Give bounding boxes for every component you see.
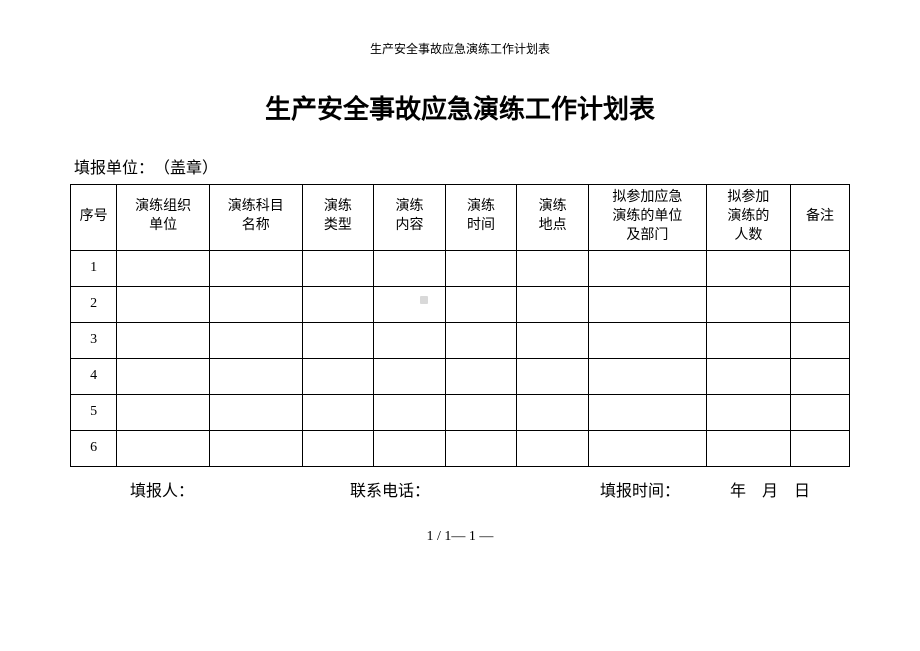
table-cell [374, 358, 446, 394]
table-header-cell: 演练内容 [374, 185, 446, 251]
table-cell [706, 250, 790, 286]
table-cell [209, 322, 302, 358]
table-cell [209, 286, 302, 322]
table-cell [791, 430, 850, 466]
footer-line: 填报人： 联系电话： 填报时间： 年 月 日 [70, 477, 850, 501]
table-cell [588, 358, 706, 394]
table-cell [588, 322, 706, 358]
header-small-title: 生产安全事故应急演练工作计划表 [70, 40, 850, 57]
table-cell [791, 286, 850, 322]
table-cell [791, 358, 850, 394]
table-header-cell: 演练组织单位 [117, 185, 210, 251]
footer-time: 填报时间： [600, 477, 730, 501]
table-cell [445, 430, 517, 466]
plan-table: 序号演练组织单位演练科目名称演练类型演练内容演练时间演练地点拟参加应急演练的单位… [70, 184, 850, 467]
footer-reporter: 填报人： [130, 477, 350, 501]
table-row: 3 [71, 322, 850, 358]
table-cell: 3 [71, 322, 117, 358]
table-cell: 5 [71, 394, 117, 430]
table-cell [445, 286, 517, 322]
table-header-cell: 演练类型 [302, 185, 374, 251]
table-cell [117, 358, 210, 394]
table-cell [706, 322, 790, 358]
table-cell [117, 286, 210, 322]
table-cell [302, 286, 374, 322]
table-cell [302, 322, 374, 358]
table-cell [588, 430, 706, 466]
table-row: 6 [71, 430, 850, 466]
table-cell [117, 430, 210, 466]
table-header-cell: 序号 [71, 185, 117, 251]
page-number: 1 / 1— 1 — [70, 529, 850, 545]
table-cell [445, 322, 517, 358]
table-header-cell: 备注 [791, 185, 850, 251]
unit-line: 填报单位： （盖章） [70, 154, 850, 178]
table-row: 2 [71, 286, 850, 322]
table-cell: 1 [71, 250, 117, 286]
table-cell [517, 394, 589, 430]
table-cell [791, 394, 850, 430]
page-title: 生产安全事故应急演练工作计划表 [70, 89, 850, 126]
table-cell: 4 [71, 358, 117, 394]
table-cell [588, 394, 706, 430]
table-cell [445, 250, 517, 286]
table-cell [517, 358, 589, 394]
table-cell: 2 [71, 286, 117, 322]
table-header-cell: 拟参加应急演练的单位及部门 [588, 185, 706, 251]
table-cell [117, 250, 210, 286]
table-cell [517, 250, 589, 286]
table-row: 5 [71, 394, 850, 430]
table-cell [209, 430, 302, 466]
table-header-cell: 演练科目名称 [209, 185, 302, 251]
table-cell [706, 358, 790, 394]
table-cell [706, 286, 790, 322]
table-cell [302, 358, 374, 394]
table-cell [588, 250, 706, 286]
table-cell [374, 394, 446, 430]
table-cell [517, 322, 589, 358]
table-cell [791, 322, 850, 358]
watermark-dot [420, 296, 428, 304]
footer-phone: 联系电话： [350, 477, 600, 501]
table-header-cell: 拟参加演练的人数 [706, 185, 790, 251]
table-header-cell: 演练地点 [517, 185, 589, 251]
table-cell: 6 [71, 430, 117, 466]
table-cell [209, 358, 302, 394]
footer-date: 年 月 日 [730, 477, 810, 501]
table-cell [374, 322, 446, 358]
table-cell [791, 250, 850, 286]
table-row: 4 [71, 358, 850, 394]
table-cell [445, 394, 517, 430]
table-cell [706, 430, 790, 466]
table-cell [374, 286, 446, 322]
table-cell [706, 394, 790, 430]
table-row: 1 [71, 250, 850, 286]
table-cell [302, 430, 374, 466]
table-cell [445, 358, 517, 394]
table-cell [209, 250, 302, 286]
table-cell [209, 394, 302, 430]
table-header-cell: 演练时间 [445, 185, 517, 251]
table-cell [517, 286, 589, 322]
table-cell [374, 430, 446, 466]
table-header-row: 序号演练组织单位演练科目名称演练类型演练内容演练时间演练地点拟参加应急演练的单位… [71, 185, 850, 251]
table-cell [117, 322, 210, 358]
table-cell [302, 250, 374, 286]
table-cell [117, 394, 210, 430]
table-cell [374, 250, 446, 286]
table-cell [302, 394, 374, 430]
table-cell [588, 286, 706, 322]
table-cell [517, 430, 589, 466]
